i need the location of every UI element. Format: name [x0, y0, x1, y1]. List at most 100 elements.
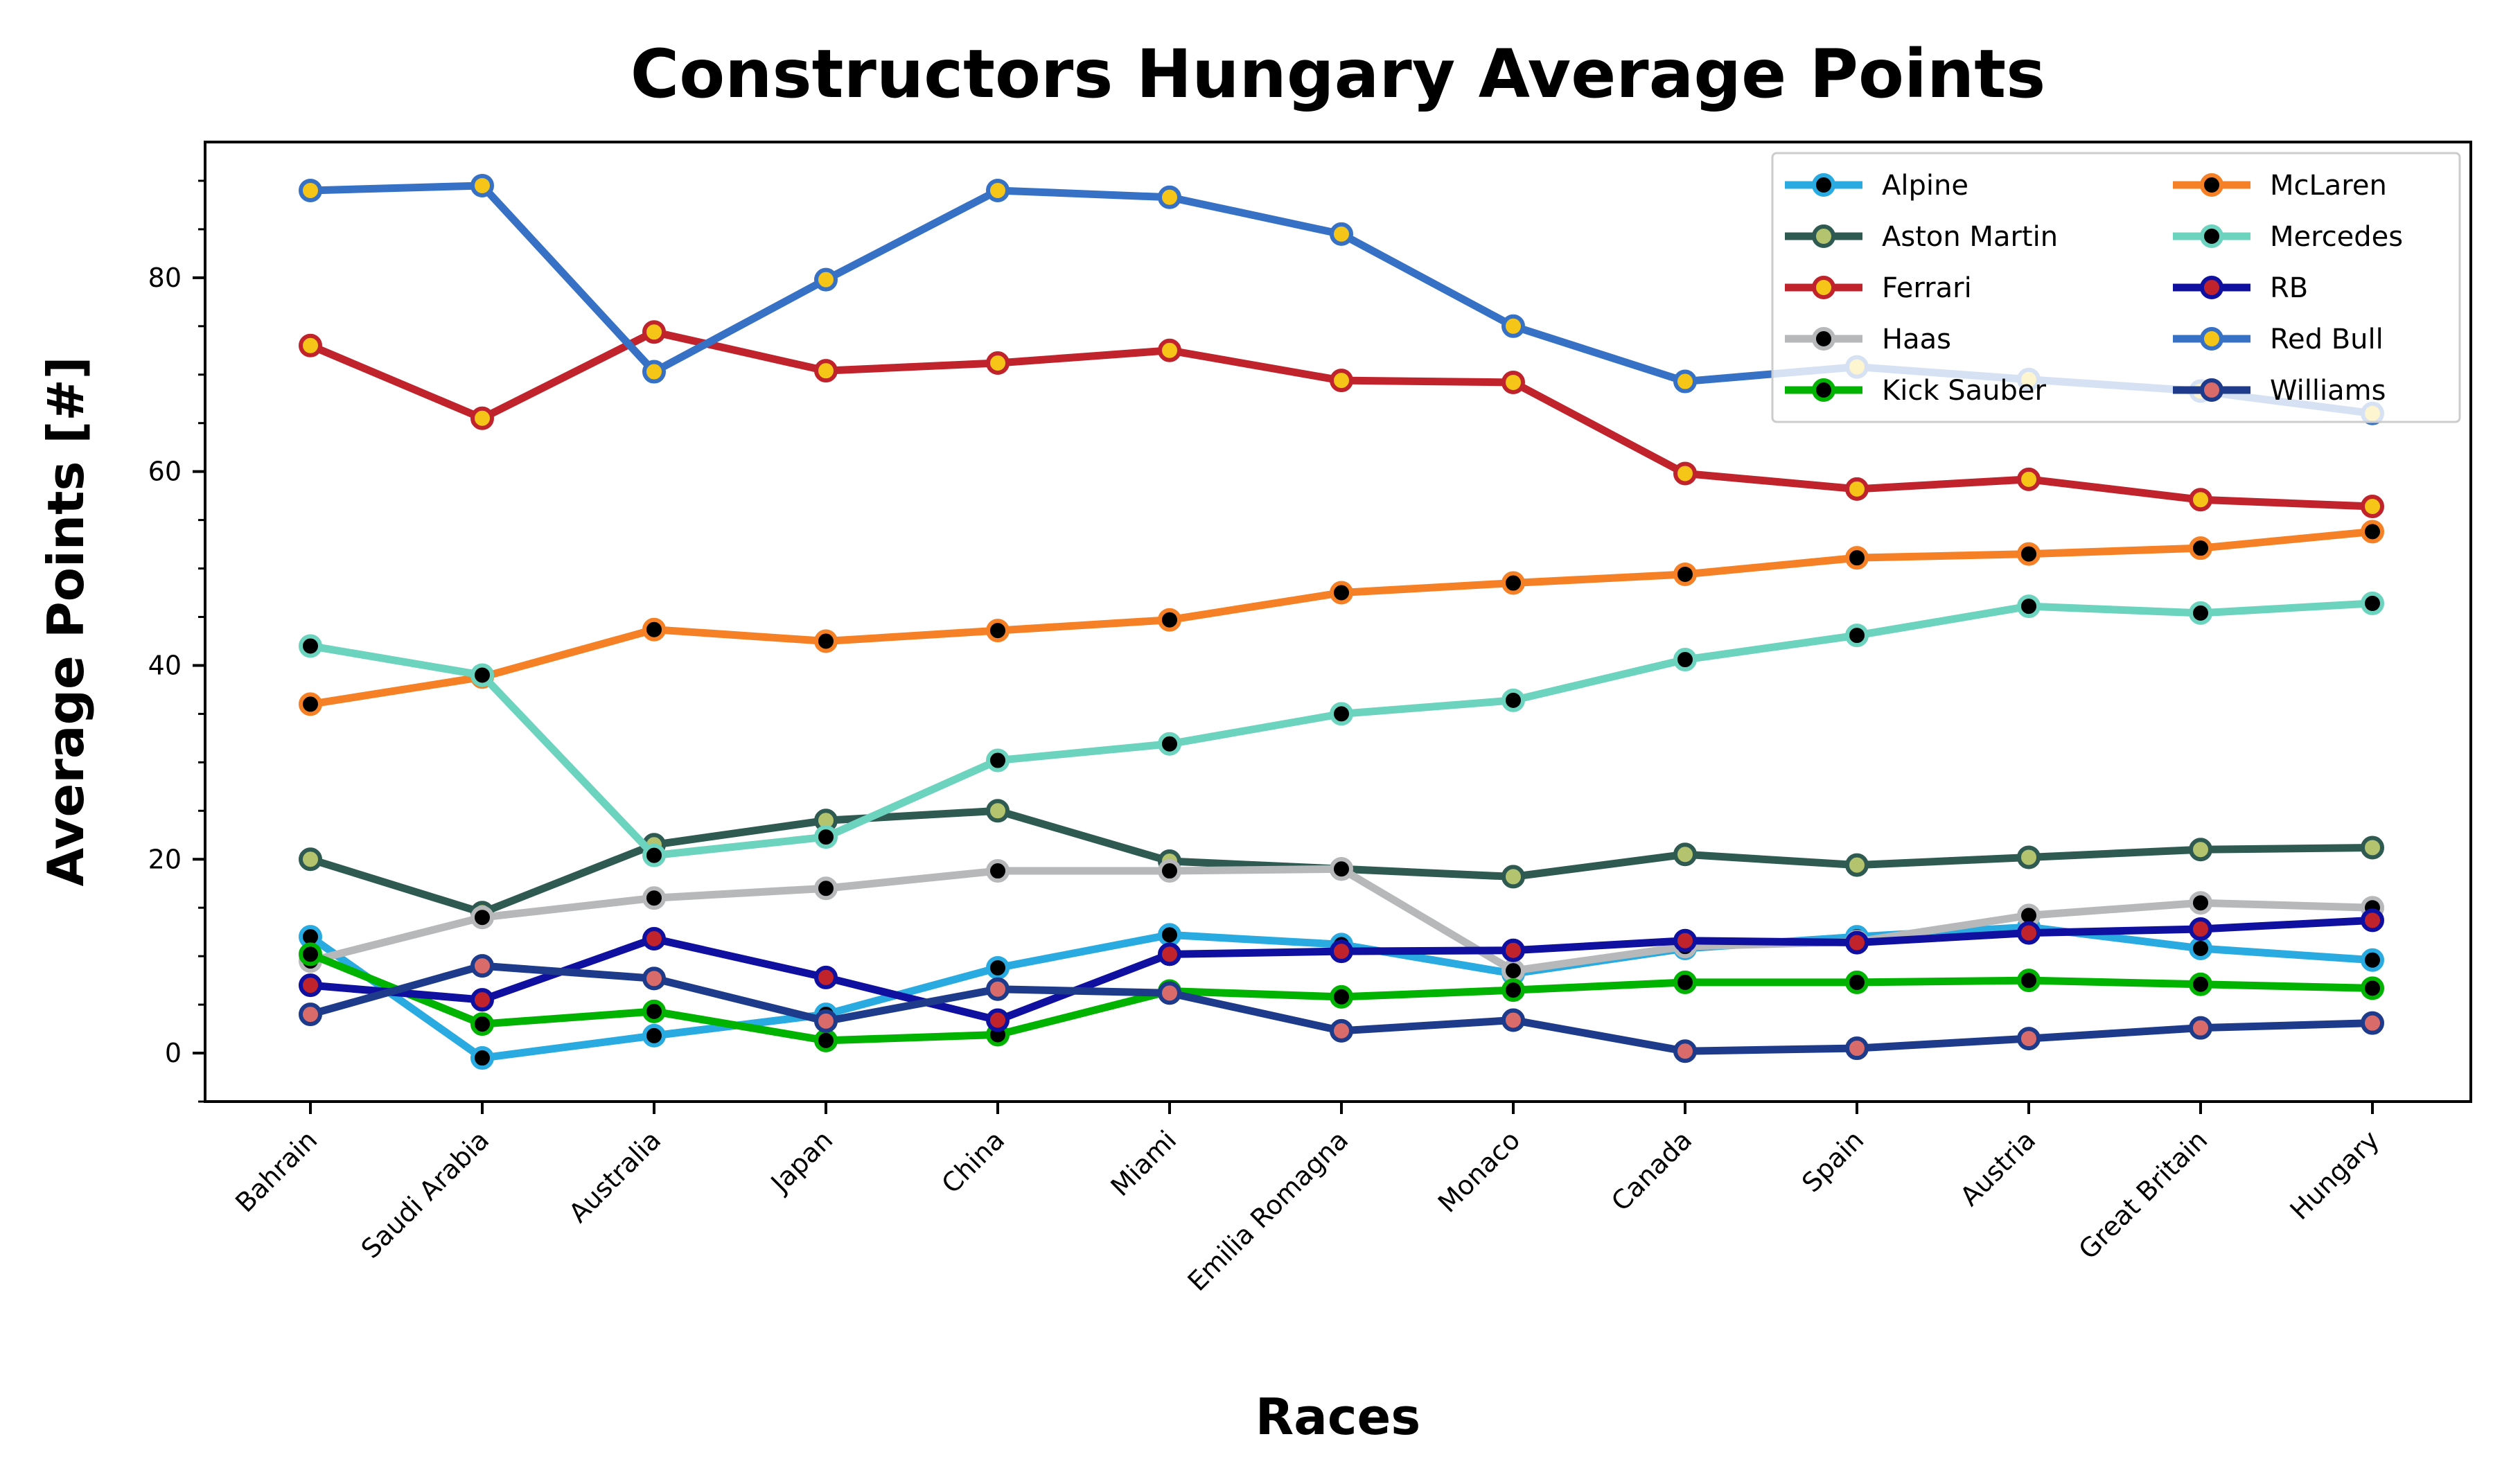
- x-tick-label: Bahrain: [229, 1124, 323, 1218]
- data-point-ferrari: [814, 359, 838, 383]
- legend-swatch-marker: [2200, 276, 2223, 299]
- legend-item-ferrari: Ferrari: [1785, 272, 1972, 304]
- data-point-aston-martin: [1501, 865, 1525, 889]
- data-point-mclaren: [1845, 546, 1869, 570]
- data-point-rb: [1845, 930, 1869, 955]
- legend-swatch-marker: [1812, 173, 1835, 197]
- x-tick-label: Japan: [764, 1124, 838, 1199]
- data-point-alpine: [986, 955, 1010, 980]
- legend-item-alpine: Alpine: [1785, 170, 1968, 202]
- data-point-rb: [642, 926, 666, 951]
- data-point-ferrari: [1845, 477, 1869, 501]
- y-tick-label: 40: [148, 650, 182, 680]
- legend-swatch-marker: [2200, 224, 2223, 248]
- data-point-red-bull: [986, 178, 1010, 202]
- data-point-mclaren: [986, 619, 1010, 643]
- legend-swatch-marker: [2200, 173, 2223, 197]
- legend-item-red-bull: Red Bull: [2173, 324, 2384, 355]
- data-point-rb: [1673, 928, 1697, 953]
- data-point-rb: [1330, 939, 1353, 964]
- data-point-ferrari: [299, 333, 322, 357]
- plot-area-frame: [204, 141, 2472, 1103]
- data-point-mercedes: [1673, 648, 1697, 672]
- data-point-williams: [1501, 1008, 1525, 1032]
- legend-item-aston-martin: Aston Martin: [1785, 221, 2058, 253]
- data-point-red-bull: [1501, 314, 1525, 338]
- legend-label: Haas: [1882, 324, 1951, 355]
- data-point-williams: [299, 1002, 322, 1027]
- data-point-mclaren: [642, 617, 666, 642]
- legend-label: Alpine: [1882, 170, 1968, 202]
- data-point-kick-sauber: [470, 1012, 494, 1036]
- data-point-mercedes: [642, 843, 666, 867]
- series-haas: [299, 857, 2384, 983]
- data-point-alpine: [470, 1046, 494, 1070]
- y-tick-label: 0: [165, 1038, 182, 1068]
- data-point-red-bull: [299, 178, 322, 202]
- data-point-williams: [2361, 1011, 2384, 1035]
- x-tick-label: Canada: [1605, 1124, 1698, 1217]
- data-point-aston-martin: [2189, 838, 2212, 862]
- data-point-haas: [2189, 891, 2212, 915]
- x-axis-label: Races: [1256, 1388, 1420, 1446]
- legend-label: McLaren: [2270, 170, 2387, 202]
- legend-swatch-marker: [1812, 378, 1835, 402]
- data-point-ferrari: [470, 406, 494, 430]
- data-point-kick-sauber: [2361, 976, 2384, 1000]
- y-tick-label: 80: [148, 263, 182, 293]
- data-point-mclaren: [2361, 520, 2384, 544]
- data-point-williams: [1673, 1039, 1697, 1063]
- data-point-williams: [1158, 981, 1181, 1005]
- legend-label: RB: [2270, 272, 2308, 304]
- data-point-ferrari: [1501, 370, 1525, 394]
- data-point-haas: [814, 876, 838, 901]
- data-point-mercedes: [986, 748, 1010, 772]
- data-point-ferrari: [642, 320, 666, 344]
- data-point-mclaren: [2189, 536, 2212, 560]
- data-point-mercedes: [470, 663, 494, 687]
- data-point-mclaren: [1673, 562, 1697, 586]
- data-point-ferrari: [986, 351, 1010, 375]
- y-axis: 0 20 40 60 80: [148, 179, 205, 1103]
- x-tick-label: Australia: [563, 1124, 667, 1228]
- data-point-mclaren: [1330, 581, 1353, 605]
- data-point-mclaren: [814, 629, 838, 653]
- series-mclaren: [299, 520, 2384, 716]
- data-point-haas: [986, 859, 1010, 883]
- data-point-ferrari: [2017, 467, 2041, 491]
- data-point-red-bull: [1330, 222, 1353, 246]
- legend-item-haas: Haas: [1785, 324, 1951, 355]
- series-mercedes: [299, 591, 2384, 867]
- legend-label: Red Bull: [2270, 324, 2384, 355]
- data-point-red-bull: [642, 360, 666, 384]
- data-point-ferrari: [1330, 369, 1353, 393]
- data-point-aston-martin: [1673, 842, 1697, 867]
- data-point-alpine: [1158, 923, 1181, 947]
- y-axis-label: Average Points [#]: [37, 356, 95, 886]
- data-point-kick-sauber: [2017, 969, 2041, 993]
- data-point-rb: [2189, 917, 2212, 941]
- data-point-alpine: [2361, 948, 2384, 972]
- series-rb: [299, 908, 2384, 1032]
- data-point-mclaren: [299, 692, 322, 716]
- data-point-ferrari: [1158, 338, 1181, 362]
- data-point-williams: [470, 954, 494, 978]
- x-axis: Bahrain Saudi Arabia Australia Japan China Mi…: [229, 1102, 2385, 1297]
- x-tick-label: Austria: [1954, 1124, 2041, 1212]
- data-point-rb: [814, 965, 838, 989]
- legend-swatch-marker: [1812, 327, 1835, 351]
- x-tick-label: Spain: [1796, 1124, 1869, 1198]
- series-williams: [299, 954, 2384, 1063]
- x-tick-label: Emilia Romagna: [1182, 1124, 1355, 1297]
- data-point-kick-sauber: [1673, 970, 1697, 994]
- legend-item-mclaren: McLaren: [2173, 170, 2387, 202]
- legend-item-mercedes: Mercedes: [2173, 221, 2403, 253]
- data-point-mercedes: [2189, 601, 2212, 625]
- data-point-rb: [1501, 938, 1525, 962]
- data-point-ferrari: [2189, 488, 2212, 512]
- x-tick-label: China: [935, 1124, 1010, 1199]
- data-point-red-bull: [1673, 369, 1697, 394]
- data-point-mercedes: [1845, 624, 1869, 648]
- data-point-red-bull: [814, 267, 838, 292]
- data-point-red-bull: [470, 173, 494, 197]
